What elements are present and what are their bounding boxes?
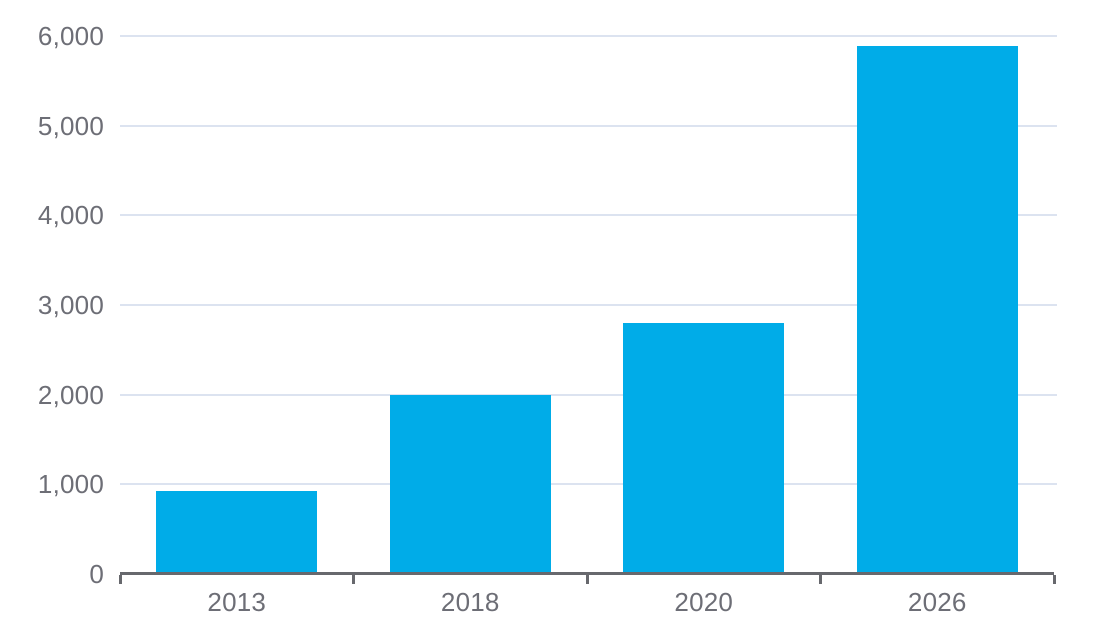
x-axis-line [120, 572, 1054, 575]
bar-2020 [623, 322, 785, 574]
y-axis-tick-label: 6,000 [37, 21, 104, 51]
y-axis-tick-label: 2,000 [37, 379, 104, 410]
y-axis-tick-label: 5,000 [37, 110, 104, 141]
y-axis-tick-label: 0 [89, 559, 104, 589]
x-axis-tick [118, 575, 122, 584]
x-axis-tick [585, 575, 589, 584]
y-axis-tick-label: 4,000 [37, 200, 104, 231]
x-axis-tick [819, 575, 822, 584]
y-axis-tick-label: 1,000 [37, 469, 104, 500]
bar-2018 [389, 394, 551, 574]
x-axis-tick [352, 575, 355, 584]
gridline [120, 35, 1057, 37]
bar-2026 [856, 46, 1018, 574]
x-axis-label: 2020 [674, 587, 734, 617]
x-axis-label: 2013 [207, 587, 267, 617]
x-axis-label: 2026 [907, 587, 967, 617]
x-axis-tick [1052, 575, 1056, 584]
y-axis-tick-label: 3,000 [37, 290, 104, 320]
bar-2013 [156, 490, 318, 574]
x-axis-label: 2018 [440, 587, 500, 617]
